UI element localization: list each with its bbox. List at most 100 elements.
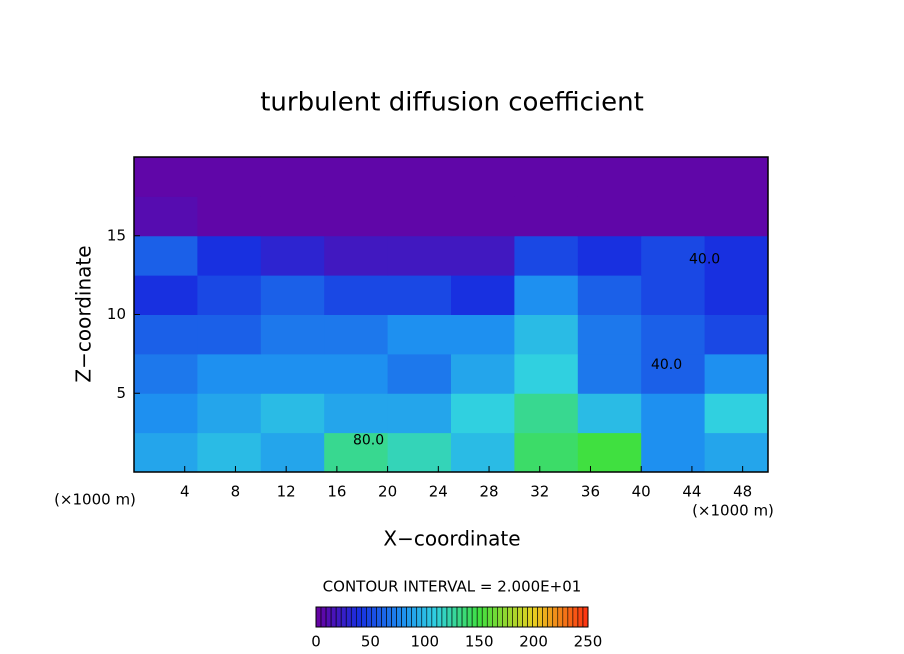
heatmap-cell [451, 432, 515, 473]
heatmap-cell [134, 235, 198, 276]
colorbar-swatch [502, 606, 508, 628]
colorbar-frame [315, 606, 589, 628]
colorbar-swatch [481, 606, 488, 628]
colorbar-swatch [391, 606, 397, 628]
colorbar-swatch [340, 606, 347, 628]
heatmap-cell [134, 157, 198, 197]
heatmap-cell [451, 235, 515, 276]
x-tick-label: 28 [479, 483, 498, 501]
heatmap-cell [641, 353, 706, 394]
heatmap-cell [387, 314, 452, 355]
colorbar-swatch [486, 606, 493, 628]
heatmap-cell [514, 432, 579, 473]
colorbar-tick-label: 50 [361, 633, 380, 651]
heatmap-cell [514, 235, 579, 276]
colorbar-swatch [441, 606, 448, 628]
heatmap-cell [134, 275, 198, 315]
colorbar-swatch [562, 606, 569, 628]
x-tick-label: 8 [231, 483, 241, 501]
heatmap-cell [324, 157, 389, 197]
y-tick-label: 15 [107, 226, 126, 244]
heatmap-cell [260, 157, 325, 197]
heatmap-cell [704, 235, 769, 276]
heatmap-cell [134, 393, 198, 434]
heatmap-cell [260, 235, 325, 276]
heatmap-cell [197, 353, 262, 394]
x-tick-label: 40 [632, 483, 651, 501]
colorbar-swatch [376, 606, 382, 628]
heatmap-cell [324, 393, 389, 434]
heatmap-cell [260, 275, 325, 315]
colorbar-swatch [491, 606, 498, 628]
x-axis-label: X−coordinate [383, 527, 520, 551]
heatmap-cell [134, 432, 198, 473]
chart-title: turbulent diffusion coefficient [260, 88, 644, 118]
colorbar-swatch [436, 606, 443, 628]
heatmap-cell [641, 275, 706, 315]
heatmap-cell [641, 432, 706, 473]
heatmap-cell [197, 157, 262, 197]
colorbar-swatch [320, 606, 327, 628]
colorbar-swatch [532, 606, 538, 628]
heatmap-cell [197, 314, 262, 355]
heatmap-cell [197, 432, 262, 473]
colorbar-swatch [542, 606, 549, 628]
heatmap-cell [387, 393, 452, 434]
heatmap-cell [704, 353, 769, 394]
colorbar-swatch [451, 606, 458, 628]
colorbar-title: CONTOUR INTERVAL = 2.000E+01 [323, 578, 582, 596]
colorbar-swatch [421, 606, 428, 628]
colorbar-swatch [582, 606, 589, 628]
heatmap-cell [641, 157, 706, 197]
heatmap-cell [387, 353, 452, 394]
heatmap-cell [451, 275, 515, 315]
y-axis-label: Z−coordinate [72, 245, 96, 382]
heatmap-cell [451, 353, 515, 394]
heatmap-cell [641, 393, 706, 434]
x-tick-label: 44 [682, 483, 701, 501]
x-tick-label: 24 [429, 483, 448, 501]
colorbar-swatch [446, 606, 453, 628]
colorbar-swatch [476, 606, 483, 628]
colorbar-swatch [416, 606, 423, 628]
colorbar-swatch [547, 606, 554, 628]
colorbar-swatch [522, 606, 528, 628]
heatmap-cell [577, 393, 642, 434]
heatmap-cell [704, 393, 769, 434]
heatmap-cell [324, 432, 389, 473]
colorbar-swatch [517, 606, 523, 628]
contour-label: 40.0 [689, 251, 720, 267]
contour-label: 80.0 [353, 433, 384, 449]
heatmap-cell [577, 314, 642, 355]
heatmap-cell [514, 393, 579, 434]
heatmap-cell [514, 275, 579, 315]
colorbar-swatch [471, 606, 478, 628]
colorbar-swatch [527, 606, 533, 628]
x-tick-label: 32 [530, 483, 549, 501]
heatmap-cell [197, 196, 262, 237]
heatmap-cell [577, 235, 642, 276]
colorbar-swatch [456, 606, 463, 628]
heatmap-cell [260, 393, 325, 434]
heatmap-cell [260, 196, 325, 237]
colorbar-tick-label: 0 [311, 633, 321, 651]
heatmap-cell [577, 157, 642, 197]
colorbar-swatch [371, 606, 377, 628]
x-tick-label: 20 [378, 483, 397, 501]
heatmap-cell [260, 314, 325, 355]
colorbar-swatch [431, 606, 438, 628]
heatmap-cell [134, 353, 198, 394]
heatmap-cell [641, 235, 706, 276]
colorbar-tick-label: 100 [410, 633, 439, 651]
colorbar-swatch [557, 606, 564, 628]
colorbar-tick-label: 250 [574, 633, 603, 651]
heatmap-cell [260, 353, 325, 394]
colorbar-tick-label: 200 [519, 633, 548, 651]
x-unit-label: (×1000 m) [54, 491, 136, 509]
heatmap-cell [197, 275, 262, 315]
heatmap-cell [514, 196, 579, 237]
heatmap-cell [704, 196, 769, 237]
heatmap-cell [577, 275, 642, 315]
colorbar-swatch [512, 606, 518, 628]
